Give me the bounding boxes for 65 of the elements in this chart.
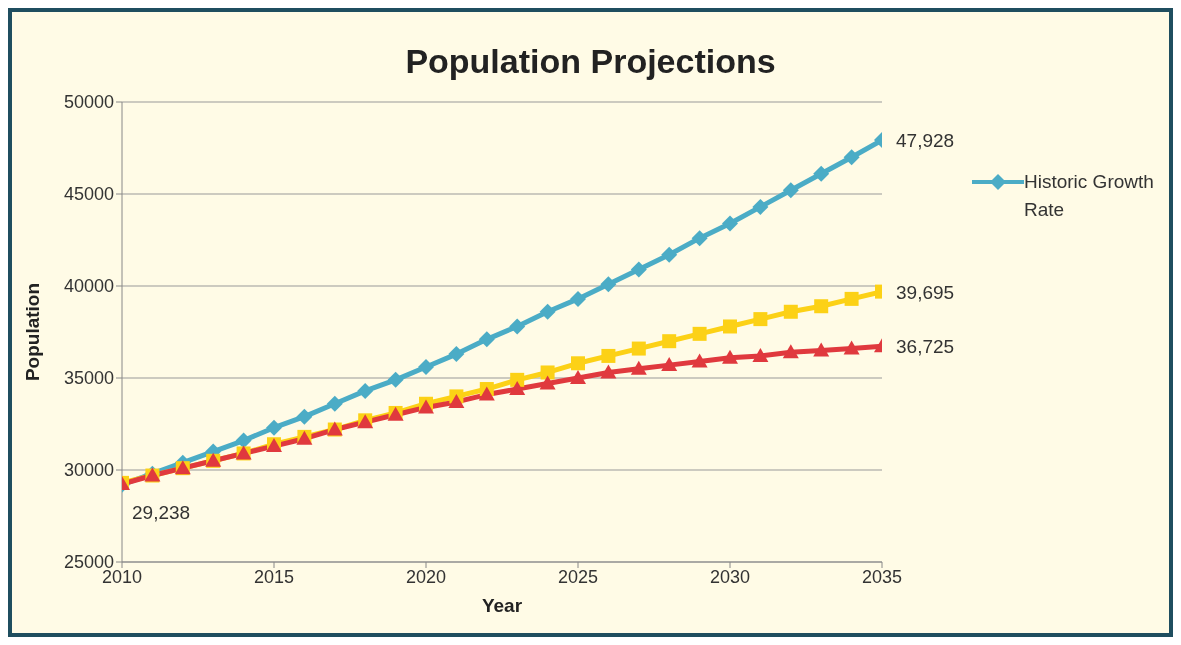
- point: [692, 326, 707, 341]
- point: [752, 347, 769, 362]
- point: [814, 299, 829, 314]
- data-label: 39,695: [896, 281, 955, 303]
- point: [723, 319, 737, 334]
- point: [844, 291, 859, 306]
- point: [571, 356, 585, 371]
- point: [843, 149, 860, 166]
- point: [661, 246, 678, 263]
- x-tick-label: 2025: [557, 566, 599, 587]
- x-tick-label: 2020: [405, 566, 447, 587]
- point: [631, 341, 646, 356]
- point: [630, 360, 647, 375]
- point: [813, 165, 830, 182]
- point: [448, 393, 465, 408]
- point: [570, 290, 586, 307]
- data-label: 29,238: [132, 502, 191, 524]
- point: [478, 331, 495, 348]
- point: [418, 358, 434, 375]
- legend-label: Historic Growth Rate: [1024, 170, 1155, 222]
- point: [539, 303, 556, 320]
- x-tick-label: 2015: [253, 566, 295, 587]
- point: [662, 334, 677, 349]
- y-tick-label: 45000: [63, 184, 114, 205]
- point: [630, 261, 647, 278]
- point: [843, 340, 860, 355]
- point: [387, 371, 404, 388]
- point: [782, 344, 799, 359]
- point: [753, 312, 768, 327]
- point: [478, 386, 495, 401]
- point: [326, 395, 343, 412]
- x-axis-title: Year: [481, 595, 523, 616]
- point: [813, 342, 830, 357]
- point: [509, 381, 526, 396]
- chart-title: Population Projections: [404, 41, 777, 82]
- point: [691, 230, 708, 247]
- point: [600, 276, 617, 293]
- point: [783, 304, 798, 319]
- data-label: 47,928: [896, 130, 955, 152]
- y-tick-label: 50000: [63, 92, 114, 113]
- x-tick-label: 2035: [861, 566, 903, 587]
- point: [235, 432, 252, 449]
- point: [661, 357, 678, 372]
- point: [448, 346, 465, 363]
- point: [722, 349, 738, 364]
- point: [509, 318, 526, 335]
- point: [266, 419, 282, 436]
- point: [600, 364, 617, 379]
- point: [570, 370, 586, 384]
- data-label: 36,725: [896, 336, 955, 358]
- point: [510, 372, 525, 387]
- x-tick-label: 2030: [709, 566, 751, 587]
- point: [691, 353, 708, 368]
- y-tick-label: 30000: [63, 460, 114, 481]
- point: [540, 365, 555, 380]
- point: [752, 198, 769, 215]
- point: [601, 348, 616, 363]
- point: [296, 408, 313, 425]
- y-tick-label: 40000: [63, 276, 114, 297]
- point: [357, 382, 374, 399]
- point: [539, 375, 556, 390]
- y-axis-title: Population: [21, 282, 43, 382]
- y-tick-label: 35000: [63, 368, 114, 389]
- point: [782, 182, 799, 199]
- point: [722, 215, 738, 232]
